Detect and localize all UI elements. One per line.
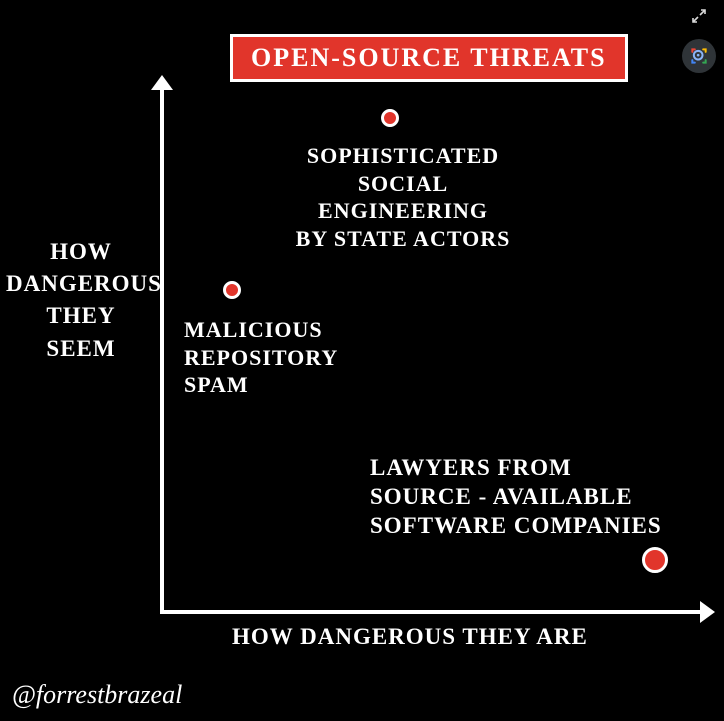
data-label-state-actors: SOPHISTICATED SOCIAL ENGINEERING BY STAT… [278, 142, 528, 252]
x-axis [160, 610, 700, 614]
y-axis-label: HOW DANGEROUS THEY SEEM [6, 236, 156, 365]
y-axis-arrow [151, 75, 173, 90]
author-attribution: @forrestbrazeal [12, 680, 182, 710]
lens-icon[interactable] [682, 39, 716, 73]
y-axis-label-line: DANGEROUS [6, 268, 156, 300]
x-axis-label: HOW DANGEROUS THEY ARE [232, 624, 672, 650]
data-point-repo-spam [223, 281, 241, 299]
data-label-lawyers: LAWYERS FROM SOURCE - AVAILABLE SOFTWARE… [370, 454, 700, 540]
x-axis-arrow [700, 601, 715, 623]
y-axis-label-line: THEY [6, 300, 156, 332]
y-axis-label-line: HOW [6, 236, 156, 268]
data-point-lawyers [642, 547, 668, 573]
data-label-repo-spam: MALICIOUS REPOSITORY SPAM [184, 316, 394, 399]
y-axis [160, 86, 164, 610]
data-point-state-actors [381, 109, 399, 127]
y-axis-label-line: SEEM [6, 333, 156, 365]
chart-title: OPEN-SOURCE THREATS [230, 34, 628, 82]
expand-icon[interactable] [691, 8, 707, 29]
overlay-controls [682, 8, 716, 73]
